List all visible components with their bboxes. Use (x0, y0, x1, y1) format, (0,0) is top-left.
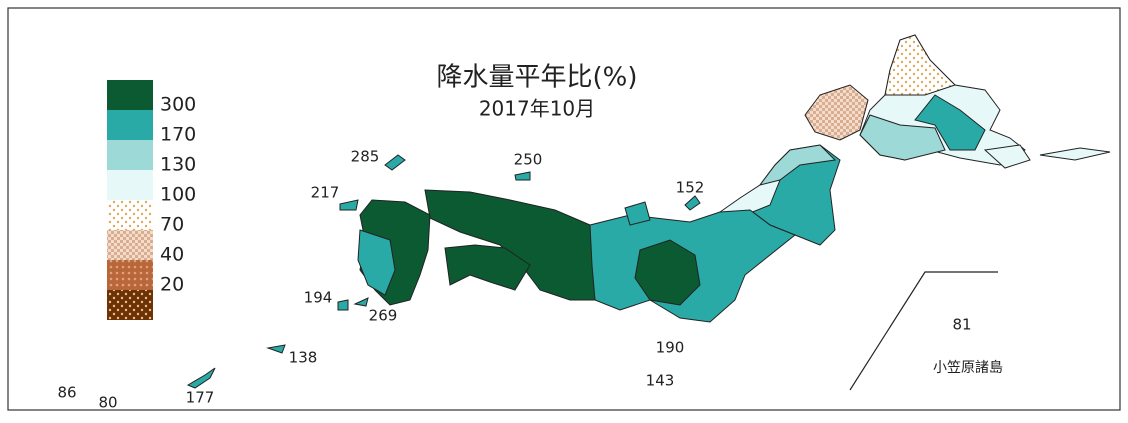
map-title: 降水量平年比(%) (437, 63, 638, 93)
legend-label: 40 (160, 244, 184, 266)
station-value: 80 (98, 394, 117, 412)
legend-swatch (107, 290, 153, 320)
station-value: 143 (646, 372, 675, 390)
legend-label: 20 (160, 274, 184, 296)
station-value: 86 (57, 384, 76, 402)
station-value: 269 (369, 307, 398, 325)
legend-label: 100 (160, 184, 196, 206)
legend: 300 170 130 100 70 40 20 (107, 80, 196, 320)
legend-swatch (107, 260, 153, 290)
station-value: 190 (656, 339, 685, 357)
map-shapes (186, 34, 1111, 389)
station-value: 138 (289, 349, 318, 367)
legend-swatch (107, 110, 153, 140)
legend-swatch (107, 80, 153, 110)
inset-label: 小笠原諸島 (933, 360, 1003, 376)
legend-label: 70 (160, 214, 184, 236)
legend-swatch (107, 230, 153, 260)
legend-swatch (107, 170, 153, 200)
inset-divider (849, 271, 998, 391)
legend-swatch (107, 200, 153, 230)
station-labels: 285 250 217 152 194 269 138 190 86 80 177 143 81 (57, 148, 971, 412)
station-value: 177 (186, 389, 215, 407)
legend-label: 170 (160, 124, 196, 146)
legend-label: 300 (160, 94, 196, 116)
map-subtitle: 2017年10月 (479, 97, 595, 121)
station-value: 152 (676, 179, 705, 197)
legend-label: 130 (160, 154, 196, 176)
station-value: 285 (351, 148, 380, 166)
station-value: 81 (952, 316, 971, 334)
station-value: 250 (514, 151, 543, 169)
legend-swatch (107, 140, 153, 170)
station-value: 217 (311, 184, 340, 202)
station-value: 194 (304, 289, 333, 307)
